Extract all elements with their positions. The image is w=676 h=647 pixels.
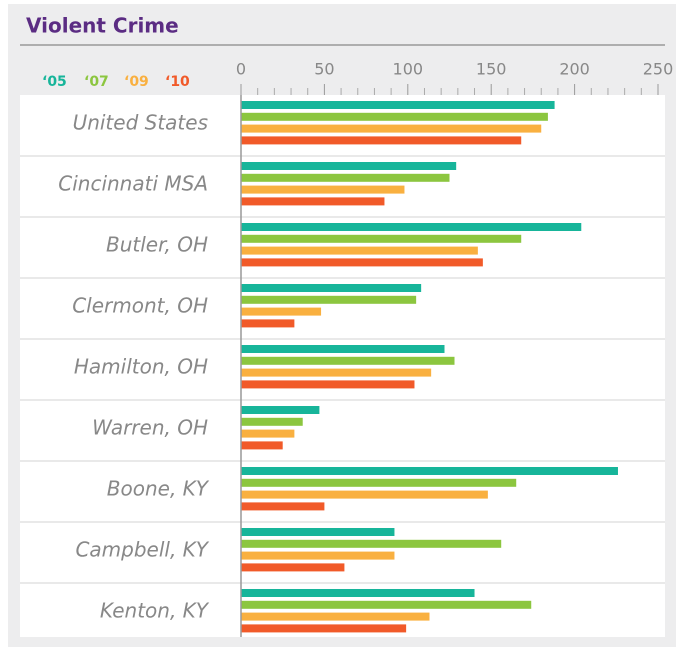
bar — [241, 429, 295, 438]
bar — [241, 502, 325, 511]
bar — [241, 223, 582, 231]
bar — [241, 295, 417, 304]
bar — [241, 551, 395, 560]
bar — [241, 600, 532, 609]
x-tick-label: 150 — [476, 60, 507, 79]
x-tick-label: 250 — [643, 60, 674, 79]
bar — [241, 101, 555, 109]
category-label: Cincinnati MSA — [58, 172, 208, 196]
x-tick-label: 0 — [236, 60, 246, 79]
bar — [241, 539, 502, 548]
bar — [241, 284, 422, 292]
category-label: Clermont, OH — [72, 294, 208, 318]
legend-label: ‘09 — [124, 74, 149, 90]
bar — [241, 185, 405, 194]
bar — [241, 368, 432, 377]
x-tick-label: 100 — [393, 60, 424, 79]
chart-title: Violent Crime — [26, 14, 179, 38]
bar — [241, 234, 522, 243]
category-label: Kenton, KY — [100, 599, 210, 623]
bar — [241, 246, 478, 255]
category-label: United States — [73, 111, 208, 135]
bar — [241, 467, 618, 475]
bar — [241, 624, 407, 633]
bar — [241, 406, 320, 414]
bar — [241, 197, 385, 206]
bar — [241, 478, 517, 487]
bar — [241, 589, 475, 597]
bar — [241, 136, 522, 145]
bar — [241, 417, 303, 426]
bar — [241, 124, 542, 133]
category-label: Hamilton, OH — [74, 355, 208, 379]
bar — [241, 441, 283, 450]
bar — [241, 490, 488, 499]
bar — [241, 307, 322, 316]
legend-label: ‘05 — [42, 74, 67, 90]
bar — [241, 319, 295, 328]
x-tick-label: 50 — [314, 60, 334, 79]
legend-label: ‘07 — [84, 74, 109, 90]
bar — [241, 612, 430, 621]
bar — [241, 162, 457, 170]
bar — [241, 258, 483, 267]
bar — [241, 356, 455, 365]
bar — [241, 528, 395, 536]
bar — [241, 173, 450, 182]
bar — [241, 112, 548, 121]
legend-label: ‘10 — [165, 74, 190, 90]
bar — [241, 380, 415, 389]
bar — [241, 563, 345, 572]
x-tick-label: 200 — [559, 60, 590, 79]
category-label: Warren, OH — [92, 416, 208, 440]
category-label: Boone, KY — [107, 477, 210, 501]
category-label: Campbell, KY — [75, 538, 209, 562]
bar — [241, 345, 445, 353]
category-label: Butler, OH — [106, 233, 208, 257]
